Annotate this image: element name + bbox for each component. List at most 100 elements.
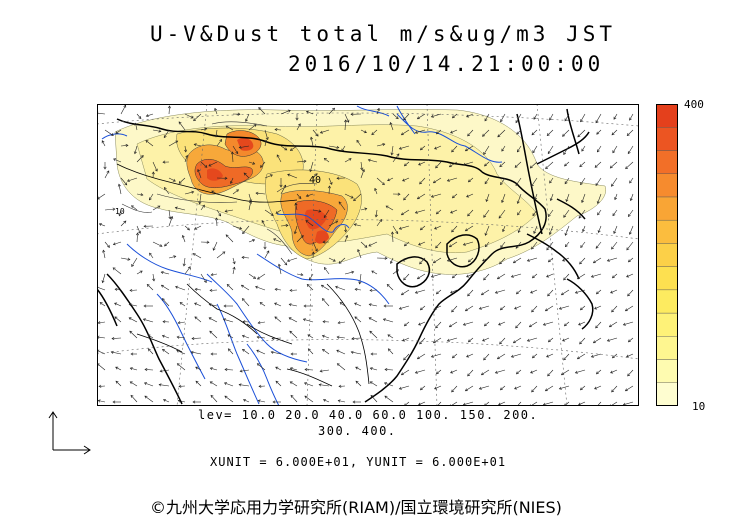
wind-arrow: [232, 145, 239, 154]
wind-arrow: [102, 273, 106, 283]
wind-arrow: [516, 369, 522, 375]
wind-arrowhead: [170, 216, 174, 220]
wind-arrowhead: [258, 384, 262, 388]
wind-arrowhead: [329, 181, 333, 185]
wind-arrowhead: [614, 197, 618, 201]
wind-arrow: [368, 317, 378, 323]
wind-arrow: [607, 257, 618, 262]
wind-arrowhead: [286, 259, 290, 262]
wind-arrow: [561, 369, 570, 376]
wind-arrow: [164, 241, 170, 247]
wind-arrowhead: [351, 270, 355, 274]
wind-arrow: [337, 336, 346, 339]
wind-arrow: [214, 108, 218, 115]
wind-arrow: [200, 128, 207, 131]
wind-arrowhead: [579, 164, 583, 168]
wind-arrow: [627, 145, 634, 154]
wind-arrow: [104, 129, 114, 136]
wind-arrowhead: [464, 228, 468, 232]
wind-arrow: [335, 286, 346, 291]
wind-arrow: [563, 353, 570, 361]
wind-arrow: [144, 369, 154, 371]
wind-arrow: [274, 302, 282, 307]
wind-arrow: [354, 316, 362, 323]
contour-label: 40: [309, 175, 321, 186]
wind-arrow: [290, 367, 298, 371]
wind-arrow: [582, 225, 586, 232]
colorbar-step: [656, 312, 678, 337]
wind-arrowhead: [531, 389, 535, 393]
wind-arrowhead: [499, 261, 503, 265]
wind-arrowhead: [275, 366, 279, 370]
wind-arrowhead: [500, 244, 504, 248]
wind-arrow: [200, 204, 205, 211]
wind-arrowhead: [209, 288, 213, 292]
wind-arrow: [134, 145, 138, 154]
wind-arrow: [597, 145, 602, 153]
wind-arrowhead: [287, 109, 291, 113]
wind-arrow: [243, 172, 250, 179]
wind-arrowhead: [403, 323, 407, 327]
wind-arrow: [178, 400, 186, 403]
wind-arrowhead: [414, 370, 418, 374]
wind-arrowhead: [396, 153, 400, 157]
wind-arrowhead: [383, 304, 387, 308]
wind-arrow: [224, 369, 234, 371]
wind-arrow: [401, 369, 410, 376]
wind-arrow: [483, 273, 490, 281]
wind-arrow: [355, 380, 362, 387]
wind-arrow: [549, 225, 554, 235]
wind-arrowhead: [451, 275, 455, 279]
wind-arrow: [417, 113, 426, 120]
wind-arrow: [450, 369, 458, 374]
wind-arrow: [517, 193, 522, 204]
wind-arrowhead: [321, 334, 325, 338]
wind-arrow: [355, 288, 362, 291]
wind-arrowhead: [272, 400, 276, 404]
wind-arrow: [549, 113, 554, 121]
wind-arrow: [597, 209, 602, 216]
wind-arrow: [575, 289, 586, 294]
contour-levels: lev= 10.0 20.0 40.0 60.0 100. 150. 200.: [198, 408, 539, 422]
rivers: [101, 105, 503, 406]
wind-arrowhead: [178, 121, 182, 125]
wind-arrowhead: [162, 320, 166, 324]
wind-arrow: [98, 321, 106, 324]
wind-arrowhead: [348, 158, 352, 161]
wind-arrow: [420, 225, 426, 231]
wind-arrowhead: [358, 281, 362, 285]
wind-arrow: [323, 209, 330, 218]
wind-arrow: [495, 369, 506, 374]
wind-arrowhead: [203, 280, 207, 284]
wind-arrow: [451, 385, 458, 393]
wind-arrowhead: [534, 197, 538, 201]
wind-arrow: [119, 209, 122, 216]
wind-arrow: [613, 113, 618, 120]
wind-arrow: [402, 257, 410, 262]
wind-arrow: [241, 284, 250, 291]
wind-arrowhead: [403, 197, 407, 201]
wind-arrow: [338, 257, 346, 264]
wind-arrow: [533, 225, 538, 234]
wind-arrowhead: [419, 387, 423, 391]
wind-arrowhead: [528, 324, 532, 328]
wind-arrowhead: [273, 238, 277, 242]
wind-arrow: [371, 270, 378, 275]
chart-title: U-V&Dust total m/s&ug/m3 JST: [150, 22, 617, 46]
wind-arrow: [591, 353, 602, 358]
wind-arrow: [485, 225, 490, 236]
wind-arrowhead: [558, 386, 562, 390]
wind-arrowhead: [274, 316, 278, 320]
wind-arrowhead: [368, 303, 372, 307]
wind-arrowhead: [416, 356, 420, 360]
wind-arrow: [575, 369, 586, 374]
wind-arrow: [168, 177, 176, 182]
wind-arrowhead: [243, 172, 247, 176]
wind-arrowhead: [145, 140, 149, 143]
wind-arrowhead: [117, 183, 121, 187]
wind-arrow: [580, 305, 586, 311]
wind-arrow: [184, 225, 190, 231]
wind-arrow: [344, 158, 352, 163]
wind-arrowhead: [322, 320, 326, 324]
wind-arrowhead: [147, 334, 151, 338]
